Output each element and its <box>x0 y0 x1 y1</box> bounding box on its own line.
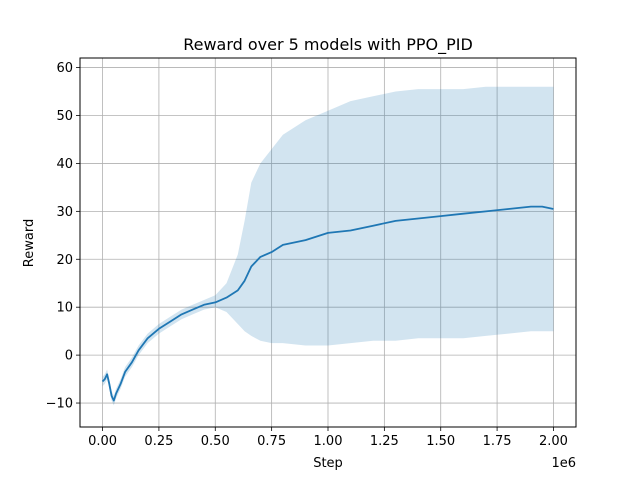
x-tick-label: 1.00 <box>314 434 343 449</box>
x-tick-label: 0.75 <box>257 434 286 449</box>
y-tick-label: 20 <box>56 253 73 268</box>
y-tick-label: 40 <box>56 157 73 172</box>
chart-title: Reward over 5 models with PPO_PID <box>183 35 473 55</box>
x-axis-scale-label: 1e6 <box>551 456 576 471</box>
x-tick-label: 1.25 <box>370 434 399 449</box>
x-tick-label: 0.00 <box>88 434 117 449</box>
mean-line-layer <box>101 205 554 402</box>
x-tick-label: 1.50 <box>426 434 455 449</box>
x-tick-label: 2.00 <box>539 434 568 449</box>
y-tick-label: 30 <box>56 205 73 220</box>
y-axis-label: Reward <box>22 219 37 267</box>
x-tick-label: 0.25 <box>144 434 173 449</box>
y-tick-label: 60 <box>56 61 73 76</box>
x-axis-label: Step <box>313 456 343 471</box>
y-tick-label: 50 <box>56 109 73 124</box>
y-tick-label: 0 <box>65 349 73 364</box>
confidence-band-layer <box>102 86 554 406</box>
y-axis-ticks: −10 0 10 20 30 40 50 60 <box>46 61 80 412</box>
y-tick-label: 10 <box>56 301 73 316</box>
mean-reward-line <box>101 205 554 402</box>
grid <box>80 58 576 427</box>
x-tick-label: 1.75 <box>483 434 512 449</box>
confidence-band <box>102 86 554 406</box>
x-tick-label: 0.50 <box>201 434 230 449</box>
x-axis-ticks: 0.00 0.25 0.50 0.75 1.00 1.25 1.50 1.75 2.00 <box>88 427 568 449</box>
y-tick-label: −10 <box>46 397 73 412</box>
